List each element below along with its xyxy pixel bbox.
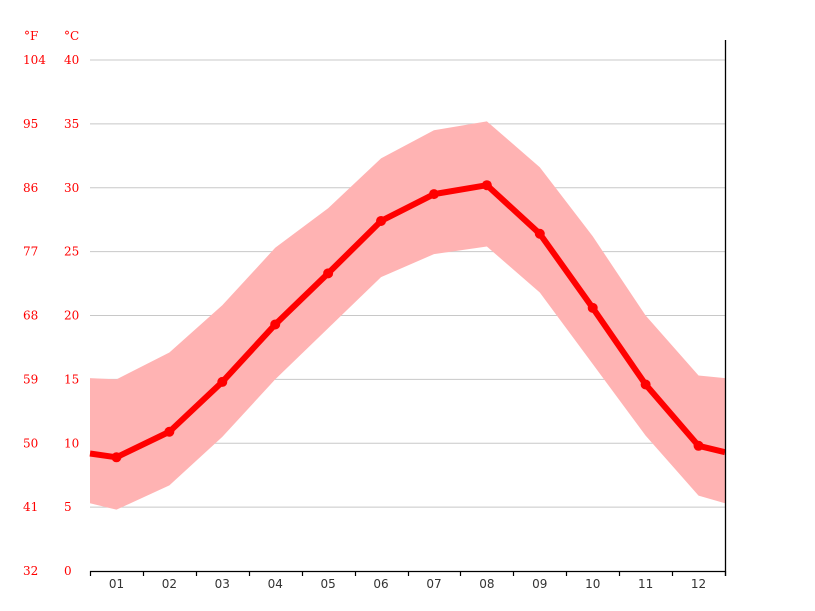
- data-point-marker: [640, 379, 651, 390]
- y-tick-fahrenheit: 86: [23, 181, 38, 195]
- data-point-marker: [270, 319, 281, 330]
- temperature-range-band: [90, 121, 725, 510]
- data-point-marker: [111, 452, 122, 463]
- x-tick-label: 10: [585, 577, 600, 591]
- data-point-marker: [587, 302, 598, 313]
- range-band-area: [90, 121, 725, 510]
- axes: [89, 40, 727, 576]
- data-point-marker: [693, 440, 704, 451]
- data-point-marker: [323, 268, 334, 279]
- y-tick-fahrenheit: 32: [23, 564, 38, 578]
- x-tick-label: 04: [268, 577, 283, 591]
- y-tick-fahrenheit: 68: [23, 309, 38, 323]
- y-tick-celsius: 25: [64, 245, 79, 259]
- x-tick-label: 12: [691, 577, 706, 591]
- average-temperature-line: [89, 180, 726, 463]
- x-axis-labels: 01 02 03 04 05 06 07 08 09 10 11 12: [109, 577, 706, 591]
- x-tick-label: 11: [638, 577, 653, 591]
- y-tick-fahrenheit: 77: [23, 245, 38, 259]
- y-tick-fahrenheit: 41: [23, 500, 38, 514]
- y-tick-celsius: 15: [64, 372, 79, 386]
- x-tick-label: 05: [320, 577, 335, 591]
- y-tick-celsius: 40: [64, 53, 79, 67]
- y-tick-celsius: 5: [64, 500, 72, 514]
- average-line-path: [89, 182, 726, 461]
- y-tick-celsius: 0: [64, 564, 72, 578]
- x-tick-label: 02: [162, 577, 177, 591]
- y-tick-fahrenheit: 104: [23, 53, 46, 67]
- celsius-unit-label: °C: [64, 29, 79, 43]
- y-tick-celsius: 10: [64, 436, 79, 450]
- data-point-marker: [428, 189, 439, 200]
- x-tick-label: 07: [426, 577, 441, 591]
- y-tick-celsius: 20: [64, 309, 79, 323]
- data-point-marker: [376, 215, 387, 226]
- data-point-marker: [481, 180, 492, 191]
- x-tick-label: 09: [532, 577, 547, 591]
- data-point-marker: [534, 228, 545, 239]
- unit-labels: °F °C: [24, 29, 79, 43]
- y-tick-celsius: 30: [64, 181, 79, 195]
- y-tick-fahrenheit: 50: [23, 436, 38, 450]
- x-tick-label: 01: [109, 577, 124, 591]
- data-point-marker: [164, 426, 175, 437]
- y-tick-celsius: 35: [64, 117, 79, 131]
- x-tick-label: 08: [479, 577, 494, 591]
- fahrenheit-unit-label: °F: [24, 29, 38, 43]
- x-tick-label: 06: [373, 577, 388, 591]
- data-point-marker: [217, 376, 228, 387]
- y-tick-fahrenheit: 95: [23, 117, 38, 131]
- y-axis-labels: 32 0 41 5 50 10 59 15 68 20 77 25 86 30 95 35 104 40: [23, 53, 79, 578]
- x-tick-label: 03: [215, 577, 230, 591]
- y-tick-fahrenheit: 59: [23, 372, 38, 386]
